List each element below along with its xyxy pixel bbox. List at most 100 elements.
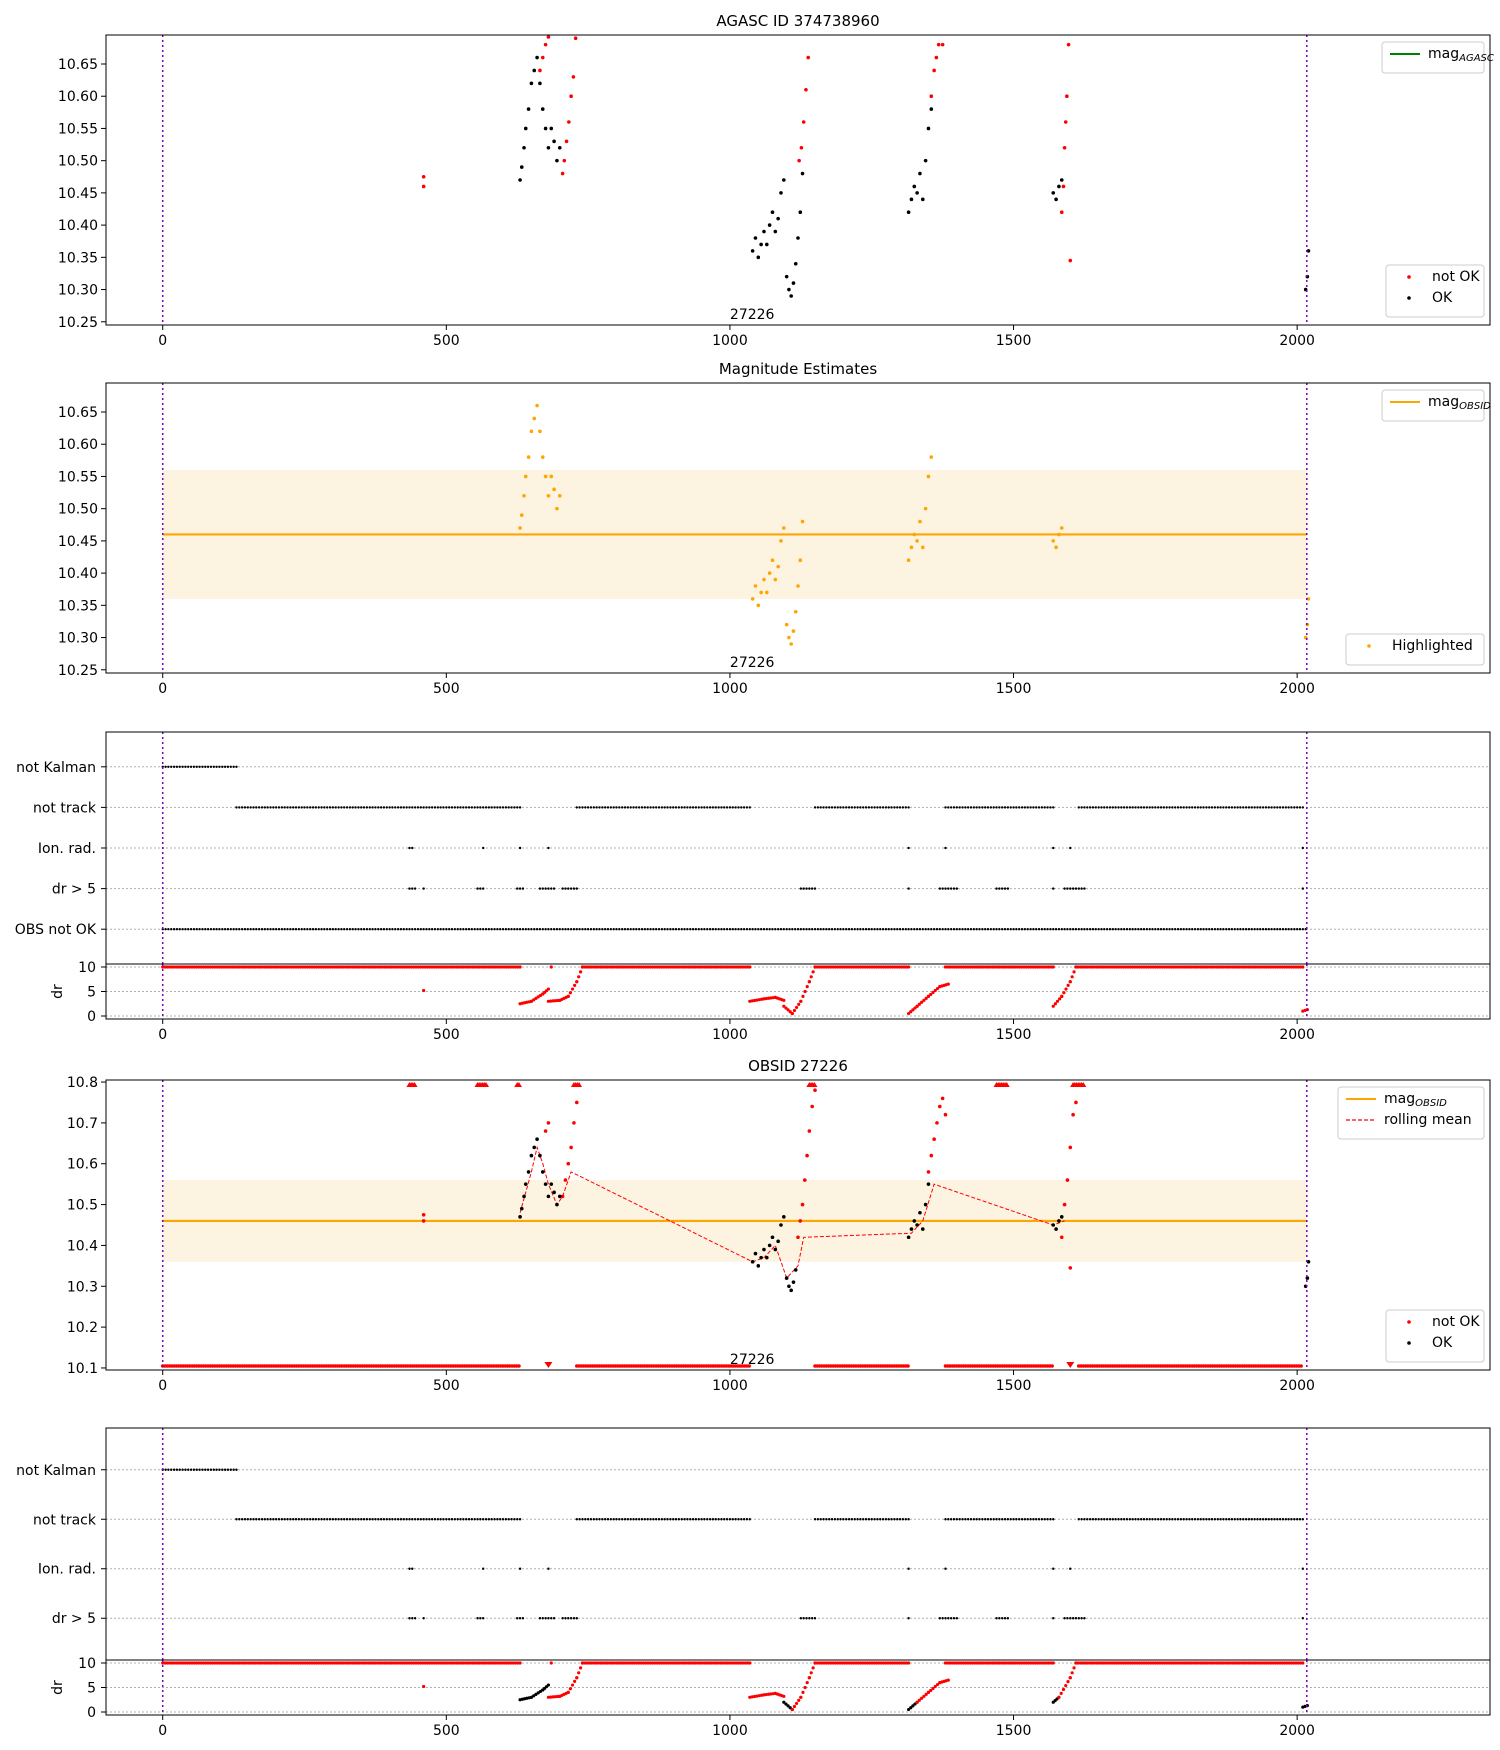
flag-marker	[949, 1518, 953, 1521]
flag-marker	[654, 1518, 658, 1521]
dr-point	[585, 1661, 589, 1665]
dr-point	[208, 1661, 212, 1665]
dr-point	[1233, 965, 1237, 969]
flag-marker	[847, 928, 851, 931]
data-point	[906, 210, 911, 215]
dr-point	[1135, 965, 1139, 969]
flag-marker	[172, 1468, 176, 1471]
flag-marker	[462, 1518, 465, 1521]
flag-marker	[422, 1617, 425, 1620]
flag-marker	[348, 806, 352, 809]
flag-marker	[195, 765, 198, 768]
flag-marker	[496, 928, 499, 931]
flag-marker	[178, 1468, 181, 1471]
flag-marker	[615, 1518, 618, 1521]
dr-point	[1101, 1661, 1105, 1665]
flag-marker	[229, 1468, 232, 1471]
data-point	[557, 1194, 562, 1199]
flag-marker	[223, 928, 227, 931]
dr-point	[991, 965, 995, 969]
flag-marker	[314, 1518, 318, 1521]
flag-marker	[879, 928, 882, 931]
dr-point	[312, 1661, 316, 1665]
dr-point	[1201, 1661, 1205, 1665]
flag-marker	[791, 928, 794, 931]
flag-marker	[620, 928, 624, 931]
flag-marker	[1080, 928, 1083, 931]
dr-point	[926, 1690, 931, 1694]
dr-point	[369, 1661, 373, 1665]
dr-point	[409, 1661, 414, 1665]
dr-point	[1081, 1661, 1085, 1665]
flag-marker	[581, 806, 584, 809]
flag-marker	[533, 928, 536, 931]
flag-marker	[374, 928, 377, 931]
data-point	[574, 1100, 579, 1105]
dr-point	[961, 965, 966, 969]
flag-marker	[691, 928, 695, 931]
dr-point	[884, 965, 888, 969]
dr-point	[362, 1661, 366, 1665]
dr-point	[1137, 965, 1142, 969]
flag-marker	[479, 806, 482, 809]
flag-marker	[856, 806, 859, 809]
flag-category-label: Ion. rad.	[38, 841, 96, 857]
dr-point	[592, 1661, 596, 1665]
dr-point	[224, 1661, 228, 1665]
dr-point	[1055, 999, 1060, 1003]
flag-marker	[1003, 1617, 1007, 1620]
flag-marker	[1216, 1518, 1219, 1521]
flag-marker	[561, 887, 564, 890]
data-point	[1065, 94, 1069, 99]
data-point	[1074, 1100, 1078, 1105]
dr-point	[1062, 991, 1066, 995]
flag-marker	[785, 928, 788, 931]
flag-marker	[1128, 806, 1132, 809]
plot-area	[106, 1428, 1490, 1660]
dr-point	[375, 965, 380, 969]
dr-point	[669, 965, 673, 969]
flag-marker	[1074, 887, 1078, 890]
flag-marker	[683, 1518, 686, 1521]
y-tick-label: 10.2	[67, 1320, 98, 1336]
dr-point	[532, 998, 536, 1002]
flag-marker	[221, 765, 224, 768]
dr-point	[534, 1692, 538, 1696]
dr-point	[385, 965, 389, 969]
flag-marker	[433, 928, 437, 931]
flag-marker	[391, 806, 394, 809]
dr-point	[705, 1661, 709, 1665]
dr-point	[653, 1661, 657, 1665]
flag-marker	[1295, 806, 1299, 809]
flag-marker	[1267, 1518, 1270, 1521]
dr-point	[303, 1661, 307, 1665]
dr-point	[457, 965, 461, 969]
dr-point	[1008, 965, 1013, 969]
flag-marker	[626, 1518, 630, 1521]
flag-marker	[893, 1518, 896, 1521]
data-point	[563, 1178, 568, 1182]
dr-frame	[105, 1659, 1491, 1716]
flag-marker	[337, 806, 340, 809]
flag-marker	[232, 765, 235, 768]
flag-marker	[382, 1518, 386, 1521]
data-point	[784, 274, 789, 279]
dr-point	[242, 1661, 246, 1665]
flag-marker	[221, 1468, 224, 1471]
data-point	[943, 1112, 948, 1117]
flag-marker	[663, 1518, 666, 1521]
flag-marker	[802, 928, 805, 931]
dr-point	[208, 965, 212, 969]
flag-marker	[1205, 806, 1208, 809]
dr-point	[1038, 1661, 1042, 1665]
flag-marker	[1117, 1518, 1120, 1521]
flag-marker	[473, 1518, 476, 1521]
flag-marker	[527, 928, 530, 931]
flag-marker	[1077, 1617, 1080, 1620]
flag-marker	[620, 806, 624, 809]
dr-point	[836, 1661, 840, 1665]
dr-point	[185, 1661, 190, 1665]
flag-marker	[660, 806, 664, 809]
data-point	[522, 145, 526, 150]
dr-point	[1242, 1661, 1246, 1665]
